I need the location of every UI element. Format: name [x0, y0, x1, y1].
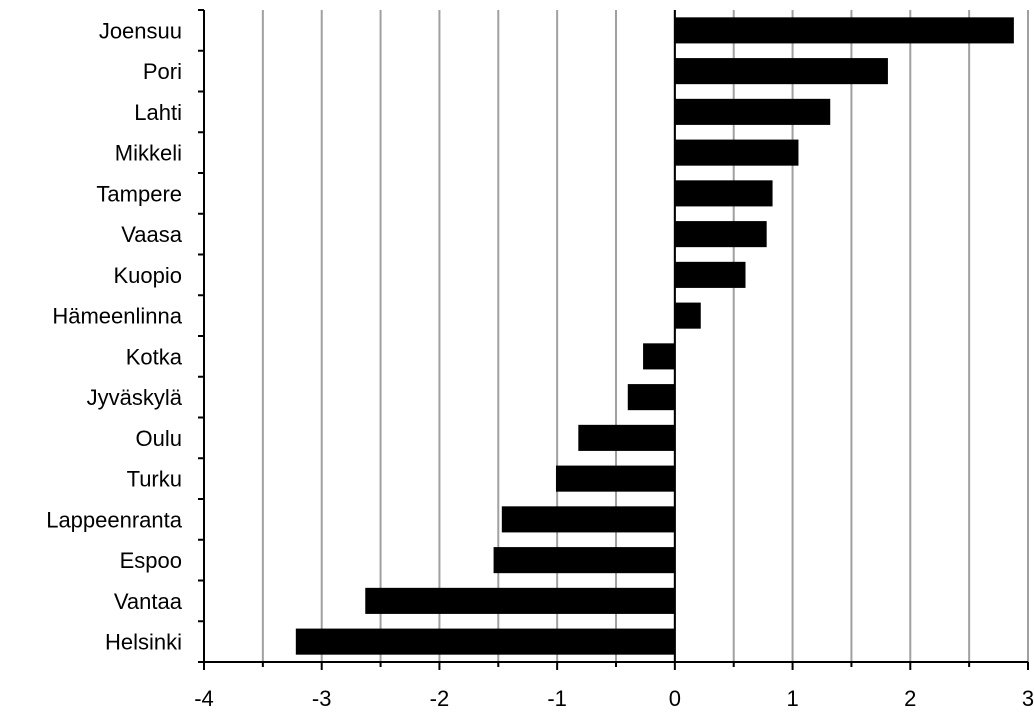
category-label: Kotka: [126, 344, 183, 369]
bar-lahti: [674, 98, 831, 125]
x-tick-label: -2: [430, 686, 450, 711]
category-label: Pori: [143, 59, 182, 84]
category-label: Helsinki: [105, 630, 182, 655]
category-label: Turku: [127, 467, 182, 492]
bar-kuopio: [674, 261, 746, 288]
bar-lappeenranta: [501, 506, 675, 533]
bar-espoo: [493, 547, 675, 574]
category-label: Vaasa: [121, 222, 183, 247]
bar-vaasa: [674, 221, 767, 248]
x-tick-labels: -4 -3 -2 -1 0 1 2 3: [194, 686, 1034, 711]
bar-turku: [555, 465, 675, 492]
bar-kotka: [643, 343, 675, 370]
category-label: Joensuu: [99, 18, 182, 43]
category-label: Lahti: [134, 100, 182, 125]
category-label: Espoo: [120, 548, 182, 573]
x-tick-label: 1: [786, 686, 798, 711]
x-tick-label: 2: [904, 686, 916, 711]
bar-jyväskylä: [627, 384, 675, 411]
bar-tampere: [674, 180, 773, 207]
category-label: Jyväskylä: [87, 385, 183, 410]
bars: [295, 17, 1014, 655]
category-label: Mikkeli: [115, 141, 182, 166]
category-label: Hämeenlinna: [52, 304, 182, 329]
category-label: Vantaa: [114, 589, 183, 614]
x-tick-label: 0: [669, 686, 681, 711]
x-tick-label: -3: [312, 686, 332, 711]
category-label: Tampere: [96, 181, 182, 206]
category-labels: Joensuu Pori Lahti Mikkeli Tampere Vaasa Kuopi…: [46, 18, 183, 654]
category-label: Kuopio: [113, 263, 182, 288]
x-tick-label: -4: [194, 686, 214, 711]
bar-vantaa: [365, 587, 675, 614]
bar-pori: [674, 58, 888, 85]
x-tick-label: 3: [1022, 686, 1034, 711]
category-label: Lappeenranta: [46, 507, 183, 532]
bar-joensuu: [674, 17, 1014, 44]
bar-mikkeli: [674, 139, 799, 166]
bar-hämeenlinna: [674, 302, 701, 329]
bar-oulu: [578, 424, 675, 451]
axes: [198, 9, 1029, 670]
bar-helsinki: [295, 628, 675, 655]
x-tick-label: -1: [547, 686, 567, 711]
category-label: Oulu: [136, 426, 182, 451]
